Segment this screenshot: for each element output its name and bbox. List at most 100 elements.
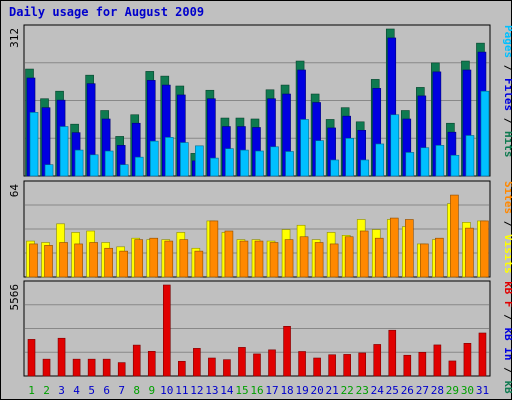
pages-bar: [465, 135, 475, 177]
x-tick-label: 23: [356, 384, 369, 397]
pages-bar: [450, 154, 460, 177]
sites-bar: [254, 240, 264, 278]
x-tick-label: 16: [250, 384, 263, 397]
legend-entry: Sites: [502, 181, 512, 214]
pages-bar: [104, 150, 114, 177]
kbytes-bar: [147, 351, 156, 377]
x-tick-label: 13: [205, 384, 218, 397]
sites-bar: [224, 230, 234, 278]
kbytes-bar: [238, 347, 246, 377]
legend-entry: kB F: [502, 281, 512, 308]
pages-bar: [345, 138, 354, 177]
kbytes-bar: [463, 343, 472, 377]
x-tick-label: 20: [311, 384, 324, 397]
kbytes-bar: [478, 332, 487, 377]
x-tick-label: 12: [190, 384, 203, 397]
sites-bar: [239, 240, 249, 278]
sites-bar: [405, 219, 414, 278]
sites-bar: [149, 237, 159, 278]
kbytes-bar: [418, 351, 427, 377]
pages-bar: [210, 157, 219, 177]
sites-bar: [209, 220, 219, 278]
pages-bar: [119, 164, 129, 177]
pages-bar: [149, 140, 159, 177]
kbytes-bar: [403, 354, 412, 377]
x-tick-label: 24: [371, 384, 385, 397]
kbytes-bar: [102, 358, 111, 377]
x-tick-label: 28: [431, 384, 444, 397]
sites-bar: [435, 237, 444, 278]
x-tick-label: 18: [280, 384, 293, 397]
kbytes-bar: [57, 337, 66, 377]
pages-bar: [480, 90, 490, 177]
pages-bar: [300, 119, 309, 177]
kbytes-bar: [42, 358, 51, 377]
legend-entry: /: [502, 361, 512, 381]
sites-bar: [374, 237, 384, 278]
sites-bar: [420, 243, 429, 278]
pages-bar: [375, 143, 385, 177]
y-max-label: 5566: [8, 284, 21, 311]
sites-bar: [44, 245, 53, 278]
pages-bar: [285, 151, 294, 177]
legend-entry: /: [502, 308, 512, 328]
kbytes-bar: [268, 349, 276, 377]
sites-bar: [59, 242, 68, 278]
x-tick-label: 6: [103, 384, 110, 397]
x-tick-label: 4: [73, 384, 80, 397]
legend-entry: kB Out: [502, 380, 512, 400]
pages-bar: [180, 142, 189, 177]
x-tick-label: 19: [295, 384, 308, 397]
kbytes-bar: [87, 358, 96, 377]
sites-bar: [344, 236, 354, 278]
pages-bar: [255, 150, 264, 177]
kbytes-bar: [448, 360, 457, 377]
kbytes-bar: [223, 359, 231, 377]
kbytes-bar: [388, 329, 397, 377]
kbytes-bar: [193, 348, 201, 377]
y-max-label: 64: [8, 184, 21, 198]
x-tick-label: 15: [235, 384, 248, 397]
x-tick-label: 7: [118, 384, 125, 397]
legend-entry: /: [502, 58, 512, 78]
pages-bar: [270, 146, 279, 177]
kbytes-bar: [373, 344, 382, 377]
pages-bar: [44, 164, 54, 177]
pages-bar: [74, 149, 84, 177]
sites-bar: [450, 194, 459, 278]
sites-bar: [465, 227, 474, 278]
kbytes-bar: [358, 352, 367, 377]
pages-bar: [360, 159, 370, 177]
sites-bar: [89, 242, 98, 278]
sites-bar: [119, 250, 128, 278]
pages-bar: [89, 154, 99, 177]
pages-bar: [164, 137, 174, 177]
pages-bar: [330, 159, 339, 177]
kbytes-bar: [72, 358, 81, 377]
sites-bar: [359, 230, 369, 278]
legend-visits-sites: Sites / Visits: [502, 181, 512, 274]
kbytes-bar: [298, 351, 306, 377]
legend-kbytes: kB F / kB In / kB Out: [502, 281, 512, 400]
pages-bar: [390, 114, 400, 177]
legend-entry: Visits: [502, 234, 512, 274]
x-tick-label: 21: [326, 384, 339, 397]
x-tick-label: 1: [28, 384, 35, 397]
pages-bar: [195, 145, 204, 177]
x-tick-label: 8: [133, 384, 140, 397]
kbytes-bar: [283, 325, 291, 377]
x-tick-label: 14: [220, 384, 234, 397]
legend-entry: Hits: [502, 131, 512, 158]
x-tick-label: 9: [148, 384, 155, 397]
sites-bar: [329, 243, 339, 278]
x-tick-label: 26: [401, 384, 414, 397]
sites-bar: [480, 220, 489, 278]
kbytes-bar: [253, 353, 261, 377]
pages-bar: [225, 148, 234, 177]
sites-bar: [314, 242, 324, 278]
sites-bar: [74, 243, 83, 278]
x-tick-label: 27: [416, 384, 429, 397]
x-tick-label: 11: [175, 384, 188, 397]
pages-bar: [315, 140, 324, 177]
kbytes-bar: [27, 339, 36, 377]
